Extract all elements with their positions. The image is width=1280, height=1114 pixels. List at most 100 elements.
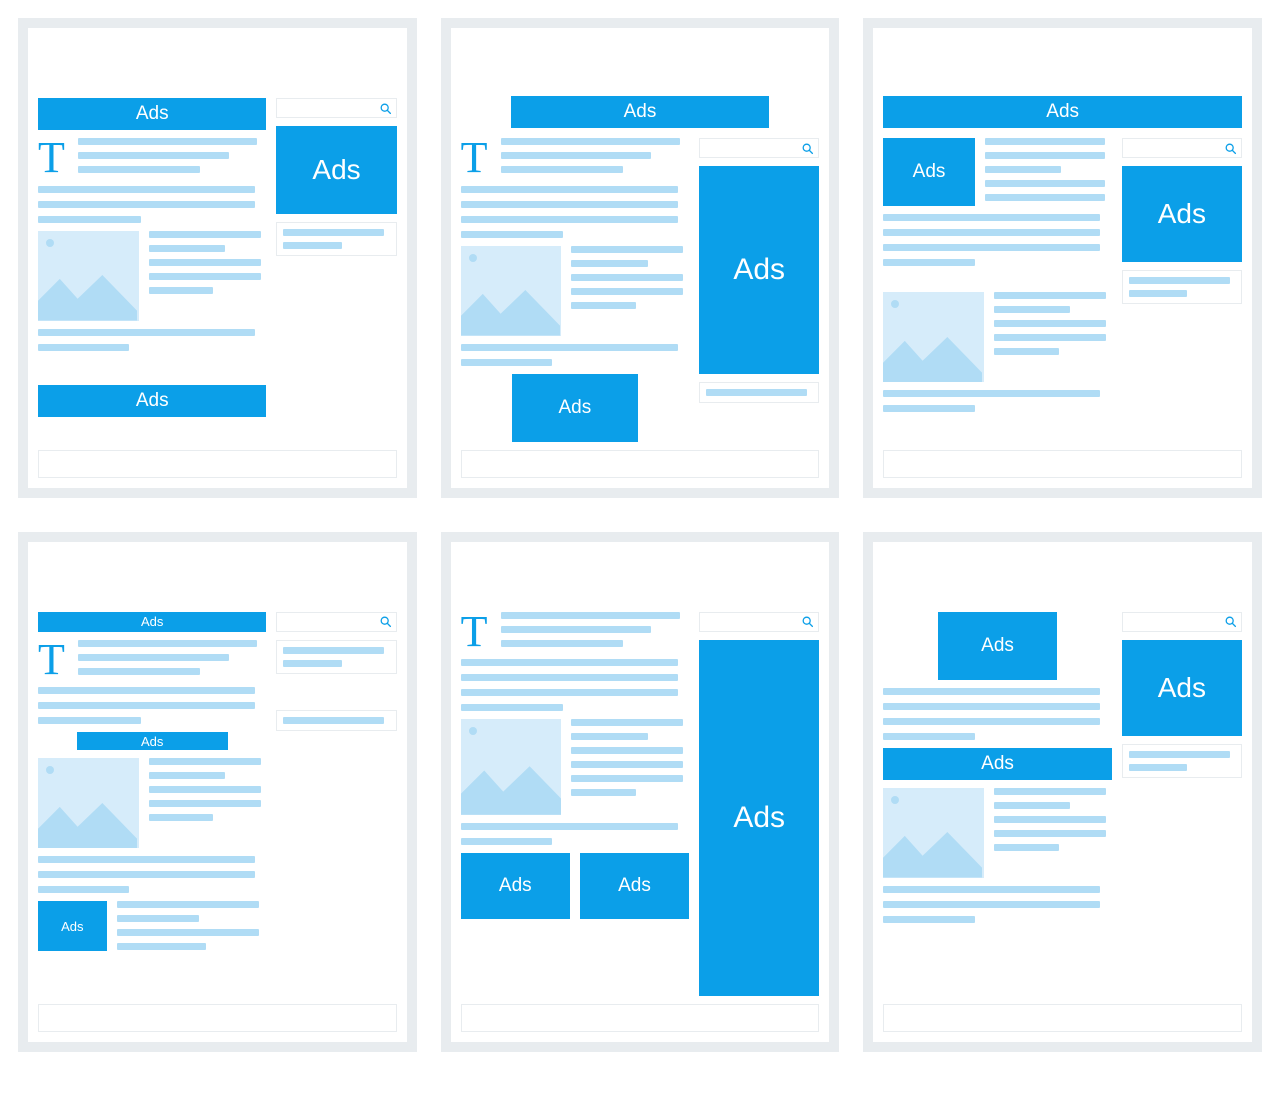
text-line (38, 216, 141, 223)
layout-grid: AdsTAdsAdsAdsTAdsAdsAdsAdsAdsAdsTAdsAdsT… (18, 18, 1262, 1052)
text-line (461, 201, 678, 208)
ad-slot: Ads (38, 732, 266, 750)
text-line (38, 344, 129, 351)
text-line (38, 717, 141, 724)
text-line (461, 674, 678, 681)
text-line (38, 329, 255, 336)
text-line (994, 306, 1071, 313)
text-line (985, 152, 1106, 159)
text-line (1129, 290, 1187, 297)
side-column: Ads (276, 98, 396, 442)
footer-bar (461, 1004, 820, 1032)
layout-6: AdsAdsAds (863, 532, 1262, 1052)
footer-bar (461, 450, 820, 478)
text-line (883, 886, 1100, 893)
dropcap-letter: T (38, 138, 68, 178)
text-line (571, 274, 683, 281)
image-text-row (461, 719, 689, 815)
text-line (461, 823, 678, 830)
text-line (283, 647, 384, 654)
footer-bar (38, 450, 397, 478)
text-line (571, 775, 683, 782)
search-box[interactable] (276, 98, 396, 118)
ad-box: Ads (580, 853, 689, 919)
header-bar (461, 38, 820, 88)
text-line (571, 719, 683, 726)
text-line (461, 659, 678, 666)
search-box[interactable] (699, 612, 819, 632)
text-line (461, 359, 552, 366)
text-line (994, 830, 1106, 837)
text-line (501, 138, 680, 145)
footer-bar (38, 1004, 397, 1032)
ad-box: Ads (38, 385, 266, 417)
search-box[interactable] (276, 612, 396, 632)
text-line (149, 814, 214, 821)
sidebar-box (1122, 270, 1242, 304)
image-placeholder (461, 719, 562, 815)
text-line (994, 816, 1106, 823)
ad-slot: Ads (699, 166, 819, 374)
text-line (38, 856, 255, 863)
text-lines (994, 788, 1112, 878)
layout-3: AdsAdsAds (863, 18, 1262, 498)
text-line (571, 246, 683, 253)
ad-slot: Ads (461, 374, 689, 442)
text-line (38, 886, 129, 893)
text-line (149, 772, 226, 779)
card-body: AdsAdsAds (873, 602, 1252, 996)
text-line (283, 229, 384, 236)
header-bar (38, 38, 397, 88)
sidebar-box (276, 640, 396, 674)
ad-box: Ads (276, 126, 396, 214)
ad-slot: Ads (276, 126, 396, 214)
search-box[interactable] (699, 138, 819, 158)
ad-text-row: Ads (38, 901, 266, 951)
footer-bar (883, 1004, 1242, 1032)
pre-body: Ads (451, 88, 830, 128)
dropcap-paragraph: T (38, 640, 266, 680)
layout-5: TAdsAdsAds (441, 532, 840, 1052)
text-line (78, 654, 229, 661)
side-column: Ads (699, 612, 819, 996)
card-body: Ads T Ads Ads (28, 602, 407, 996)
text-line (883, 703, 1100, 710)
text-line (501, 166, 623, 173)
ad-box: Ads (883, 96, 1242, 128)
text-line (883, 214, 1100, 221)
text-line (78, 152, 229, 159)
spacer (883, 274, 1111, 284)
text-line (149, 800, 261, 807)
text-line (1129, 764, 1187, 771)
ad-box: Ads (38, 612, 266, 632)
text-line (985, 180, 1106, 187)
dropcap-letter: T (461, 138, 491, 178)
text-line (706, 389, 807, 396)
main-column: AdsAds (883, 612, 1111, 996)
ad-box: Ads (461, 853, 570, 919)
text-line (883, 229, 1100, 236)
text-line (985, 138, 1106, 145)
search-box[interactable] (1122, 138, 1242, 158)
ad-slot: Ads (38, 385, 266, 417)
text-line (38, 687, 255, 694)
text-line (78, 640, 257, 647)
ad-box: Ads (699, 640, 819, 996)
text-line (38, 186, 255, 193)
image-placeholder (38, 231, 139, 321)
ad-box: Ads (38, 98, 266, 130)
text-line (994, 788, 1106, 795)
search-box[interactable] (1122, 612, 1242, 632)
ad-slot: Ads (38, 612, 266, 632)
search-icon (801, 615, 814, 628)
text-line (883, 901, 1100, 908)
layout-4: Ads T Ads Ads (18, 532, 417, 1052)
text-line (461, 216, 678, 223)
text-lines (571, 246, 689, 336)
search-icon (801, 142, 814, 155)
search-icon (1224, 615, 1237, 628)
text-line (571, 260, 648, 267)
side-column: Ads (1122, 612, 1242, 996)
text-line (38, 201, 255, 208)
text-line (149, 287, 214, 294)
